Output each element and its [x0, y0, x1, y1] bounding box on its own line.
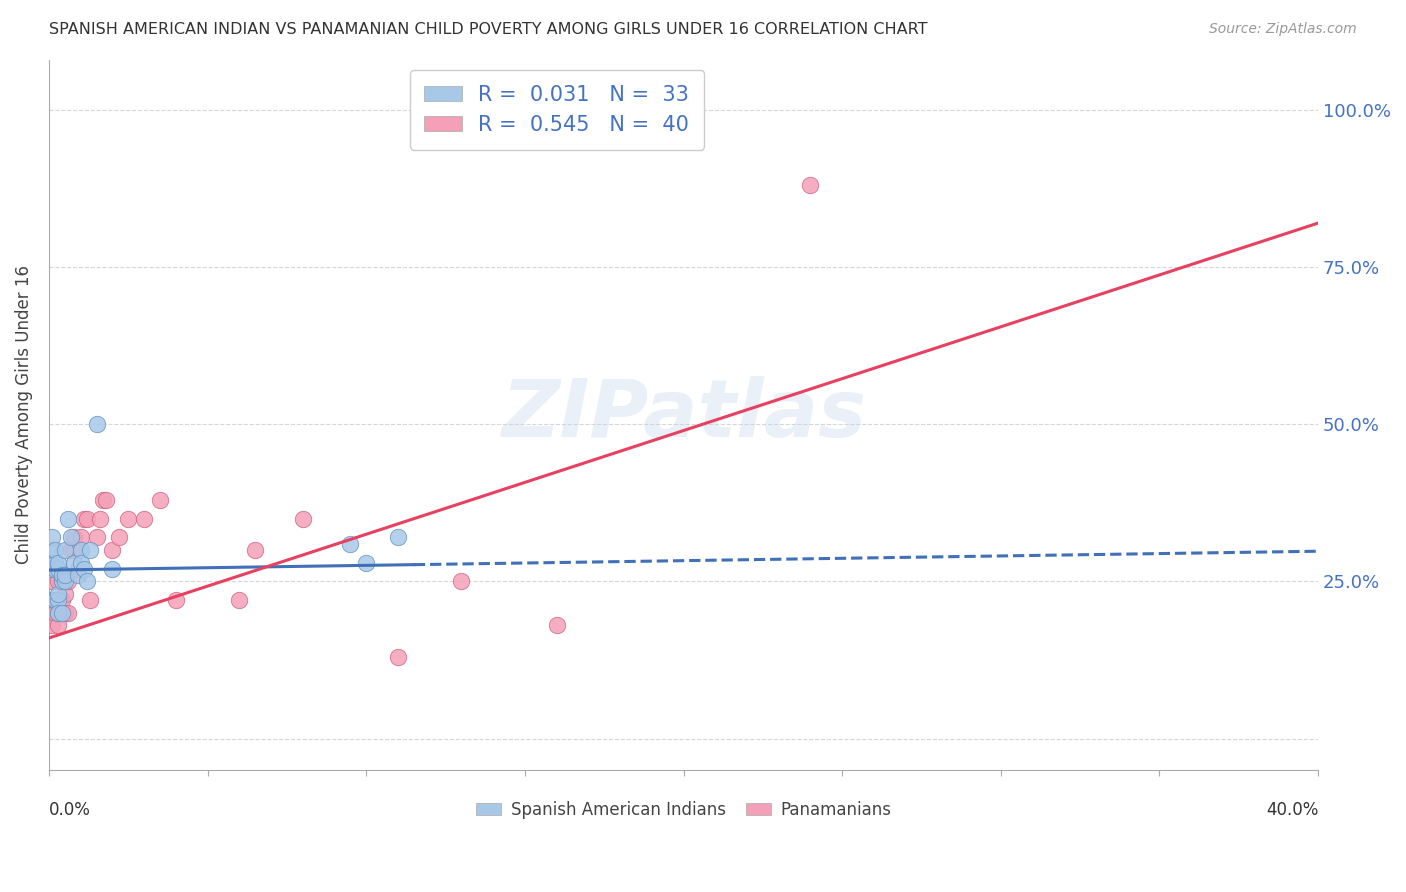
Point [66, 568, 89, 582]
Point [63, 556, 86, 570]
Point [165, 593, 187, 607]
Point [63, 530, 86, 544]
Point [44, 556, 66, 570]
Point [48, 556, 70, 570]
Point [53, 587, 76, 601]
Point [38, 606, 60, 620]
Point [356, 556, 378, 570]
Point [44, 593, 66, 607]
Point [60, 543, 83, 558]
Point [89, 511, 111, 525]
Point [44, 606, 66, 620]
Point [69, 530, 91, 544]
Point [41, 543, 63, 558]
Point [101, 562, 124, 576]
Point [41, 593, 63, 607]
Point [51, 606, 73, 620]
Point [91, 492, 114, 507]
Point [53, 543, 76, 558]
Point [41, 618, 63, 632]
Point [66, 562, 89, 576]
Point [56, 511, 79, 525]
Point [56, 606, 79, 620]
Point [149, 492, 172, 507]
Point [51, 593, 73, 607]
Point [79, 593, 101, 607]
Point [48, 593, 70, 607]
Point [76, 574, 98, 589]
Point [73, 511, 96, 525]
Point [48, 606, 70, 620]
Point [51, 574, 73, 589]
Point [387, 530, 409, 544]
Point [51, 568, 73, 582]
Point [41, 530, 63, 544]
Point [44, 593, 66, 607]
Point [53, 574, 76, 589]
Point [73, 562, 96, 576]
Point [546, 618, 568, 632]
Point [86, 530, 108, 544]
Text: ZIPatlas: ZIPatlas [501, 376, 866, 454]
Point [450, 574, 472, 589]
Point [86, 417, 108, 432]
Point [48, 562, 70, 576]
Point [117, 511, 139, 525]
Point [51, 574, 73, 589]
Point [48, 606, 70, 620]
Point [56, 574, 79, 589]
Point [134, 511, 156, 525]
Point [44, 543, 66, 558]
Point [41, 574, 63, 589]
Point [228, 593, 250, 607]
Point [44, 562, 66, 576]
Point [76, 511, 98, 525]
Y-axis label: Child Poverty Among Girls Under 16: Child Poverty Among Girls Under 16 [15, 265, 32, 565]
Text: 40.0%: 40.0% [1265, 800, 1319, 819]
Point [53, 606, 76, 620]
Point [101, 543, 124, 558]
Point [41, 556, 63, 570]
Point [799, 178, 821, 193]
Point [69, 543, 91, 558]
Point [63, 543, 86, 558]
Point [69, 556, 91, 570]
Point [245, 543, 267, 558]
Point [38, 562, 60, 576]
Point [291, 511, 314, 525]
Point [48, 587, 70, 601]
Point [60, 530, 83, 544]
Point [94, 492, 117, 507]
Text: Source: ZipAtlas.com: Source: ZipAtlas.com [1209, 22, 1357, 37]
Text: SPANISH AMERICAN INDIAN VS PANAMANIAN CHILD POVERTY AMONG GIRLS UNDER 16 CORRELA: SPANISH AMERICAN INDIAN VS PANAMANIAN CH… [49, 22, 928, 37]
Point [339, 537, 361, 551]
Point [53, 568, 76, 582]
Point [387, 649, 409, 664]
Legend: Spanish American Indians, Panamanians: Spanish American Indians, Panamanians [468, 794, 898, 826]
Point [48, 618, 70, 632]
Point [79, 543, 101, 558]
Point [48, 574, 70, 589]
Text: 0.0%: 0.0% [49, 800, 91, 819]
Point [107, 530, 129, 544]
